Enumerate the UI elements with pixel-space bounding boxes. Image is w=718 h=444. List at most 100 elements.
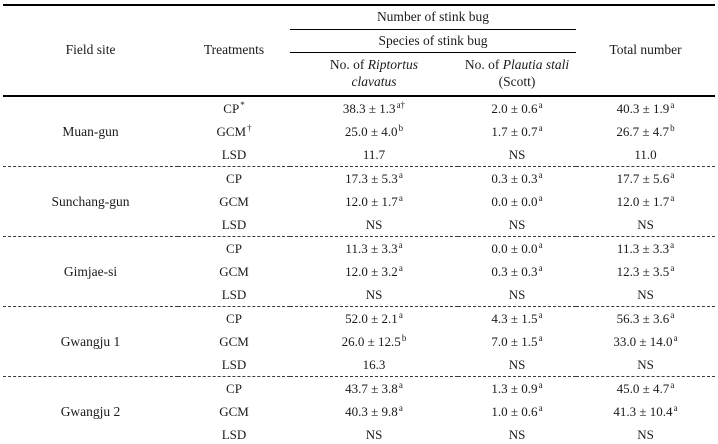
header-row-subcolumns: No. of Riptortus clavatus No. of Plautia… bbox=[3, 53, 715, 97]
significance-superscript: a bbox=[670, 309, 675, 320]
plautia-count-cell: 1.0 ± 0.6a bbox=[491, 402, 543, 419]
total-count-cell: NS bbox=[637, 357, 654, 372]
significance-superscript: a bbox=[670, 262, 675, 273]
total-count-cell: 12.3 ± 3.5a bbox=[616, 262, 675, 279]
plautia-count-cell: 1.7 ± 0.7a bbox=[491, 122, 543, 139]
significance-superscript: a bbox=[538, 169, 543, 180]
col-header-field-site: Field site bbox=[65, 42, 116, 58]
significance-superscript: † bbox=[247, 122, 252, 133]
plautia-count-cell: NS bbox=[508, 147, 526, 162]
header-row-species: Species of stink bug bbox=[3, 29, 715, 53]
significance-superscript: a bbox=[670, 169, 675, 180]
significance-superscript: a† bbox=[396, 99, 406, 110]
table-row: Gwangju 1 CP 52.0 ± 2.1a 4.3 ± 1.5a 56.3 ± 3… bbox=[3, 306, 715, 377]
table-row: LSD NS NS NS bbox=[3, 283, 715, 307]
significance-superscript: a bbox=[670, 239, 675, 250]
plautia-count-cell: 0.3 ± 0.3a bbox=[491, 262, 543, 279]
total-count-cell: 11.0 bbox=[634, 147, 657, 162]
riptortus-count-cell: 38.3 ± 1.3a† bbox=[342, 99, 406, 116]
total-count-cell: 40.3 ± 1.9a bbox=[616, 99, 675, 116]
plautia-count-cell: 0.0 ± 0.0a bbox=[458, 236, 576, 260]
col-header-total-number: Total number bbox=[609, 42, 682, 58]
total-count-cell: 41.3 ± 10.4a bbox=[613, 402, 678, 419]
significance-superscript: * bbox=[240, 99, 245, 110]
significance-superscript: a bbox=[398, 309, 403, 320]
significance-superscript: b bbox=[398, 122, 404, 133]
table-row: Gwangju 2 CP 43.7 ± 3.8a 1.3 ± 0.9a 45.0 ± 4… bbox=[3, 376, 715, 444]
table-body: Muan-gun CP* 38.3 ± 1.3a† 2.0 ± 0.6a 40.3 ± … bbox=[3, 96, 715, 444]
header-row-number: Field site Treatments Number of stink bu… bbox=[3, 5, 715, 57]
table-row: Muan-gun CP* 38.3 ± 1.3a† 2.0 ± 0.6a 40.3 ± … bbox=[3, 96, 715, 138]
treatment-cell: GCM bbox=[219, 264, 249, 279]
table-row: Sunchang-gun CP 17.3 ± 5.3a 0.3 ± 0.3a 17.7 … bbox=[3, 166, 715, 237]
significance-superscript: a bbox=[673, 402, 678, 413]
significance-superscript: a bbox=[398, 379, 403, 390]
total-count-cell: NS bbox=[637, 287, 654, 302]
plautia-count-cell: 7.0 ± 1.5a bbox=[491, 332, 543, 349]
col-header-plautia: No. of Plautia stali (Scott) bbox=[458, 53, 576, 97]
treatment-cell: CP bbox=[178, 376, 290, 400]
total-count-cell: 17.7 ± 5.6a bbox=[576, 166, 715, 190]
field-site-cell: Gwangju 1 bbox=[3, 306, 178, 377]
plautia-count-cell: 0.0 ± 0.0a bbox=[491, 192, 543, 209]
col-header-treatments: Treatments bbox=[203, 42, 265, 58]
significance-superscript: a bbox=[670, 379, 675, 390]
riptortus-count-cell: 25.0 ± 4.0b bbox=[344, 122, 404, 139]
riptortus-header-text: No. of Riptortus clavatus bbox=[313, 57, 435, 91]
significance-superscript: a bbox=[538, 122, 543, 133]
significance-superscript: a bbox=[670, 192, 675, 203]
riptortus-count-cell: 11.3 ± 3.3a bbox=[290, 236, 458, 260]
riptortus-count-cell: NS bbox=[365, 217, 383, 232]
treatment-cell: LSD bbox=[221, 217, 247, 232]
treatment-cell: CP bbox=[178, 166, 290, 190]
treatment-cell: GCM bbox=[219, 334, 249, 349]
treatment-cell: CP bbox=[178, 236, 290, 260]
col-header-number-of-stink-bug: Number of stink bug bbox=[290, 5, 576, 30]
table-row: GCM† 25.0 ± 4.0b 1.7 ± 0.7a 26.7 ± 4.7b bbox=[3, 120, 715, 143]
table-row: GCM 40.3 ± 9.8a 1.0 ± 0.6a 41.3 ± 10.4a bbox=[3, 400, 715, 423]
field-site-cell: Muan-gun bbox=[62, 123, 119, 139]
total-count-cell: 26.7 ± 4.7b bbox=[616, 122, 675, 139]
significance-superscript: a bbox=[398, 262, 403, 273]
riptortus-count-cell: 17.3 ± 5.3a bbox=[290, 166, 458, 190]
table-row: LSD NS NS NS bbox=[3, 423, 715, 444]
significance-superscript: b bbox=[670, 122, 675, 133]
riptortus-count-cell: 12.0 ± 1.7a bbox=[345, 192, 403, 209]
treatment-cell: CP* bbox=[223, 99, 245, 116]
plautia-species-name: Plautia stali bbox=[502, 57, 570, 73]
total-count-cell: 45.0 ± 4.7a bbox=[576, 376, 715, 400]
col-header-riptortus: No. of Riptortus clavatus bbox=[290, 53, 458, 97]
significance-superscript: a bbox=[538, 332, 543, 343]
significance-superscript: a bbox=[398, 402, 403, 413]
riptortus-count-cell: 16.3 bbox=[362, 357, 386, 372]
treatment-cell: GCM bbox=[219, 404, 249, 419]
plautia-header-text: No. of Plautia stali (Scott) bbox=[458, 57, 576, 91]
table-header: Field site Treatments Number of stink bu… bbox=[3, 5, 715, 96]
table-row: LSD 16.3 NS NS bbox=[3, 353, 715, 377]
plautia-count-cell: 2.0 ± 0.6a bbox=[491, 99, 543, 116]
significance-superscript: a bbox=[398, 239, 403, 250]
total-count-cell: 56.3 ± 3.6a bbox=[576, 306, 715, 330]
riptortus-species-name: Riptortus clavatus bbox=[351, 57, 419, 89]
plautia-count-cell: 4.3 ± 1.5a bbox=[458, 306, 576, 330]
total-count-cell: 11.3 ± 3.3a bbox=[576, 236, 715, 260]
table-row: GCM 26.0 ± 12.5b 7.0 ± 1.5a 33.0 ± 14.0a bbox=[3, 330, 715, 353]
significance-superscript: b bbox=[401, 332, 407, 343]
no-of-prefix: No. of bbox=[464, 57, 503, 73]
treatment-cell: LSD bbox=[221, 147, 247, 162]
riptortus-count-cell: 12.0 ± 3.2a bbox=[345, 262, 403, 279]
total-count-cell: NS bbox=[637, 217, 654, 232]
field-site-cell: Gwangju 2 bbox=[3, 376, 178, 444]
table-row: LSD NS NS NS bbox=[3, 213, 715, 237]
riptortus-count-cell: 11.7 bbox=[362, 147, 386, 162]
significance-superscript: a bbox=[538, 262, 543, 273]
significance-superscript: a bbox=[673, 332, 678, 343]
field-site-cell: Gimjae-si bbox=[3, 236, 178, 307]
table-row: LSD 11.7 NS 11.0 bbox=[3, 143, 715, 167]
significance-superscript: a bbox=[538, 239, 543, 250]
treatment-cell: GCM† bbox=[216, 122, 252, 139]
total-count-cell: 12.0 ± 1.7a bbox=[616, 192, 675, 209]
riptortus-count-cell: 40.3 ± 9.8a bbox=[345, 402, 403, 419]
no-of-prefix: No. of bbox=[329, 57, 368, 73]
plautia-count-cell: 0.3 ± 0.3a bbox=[458, 166, 576, 190]
